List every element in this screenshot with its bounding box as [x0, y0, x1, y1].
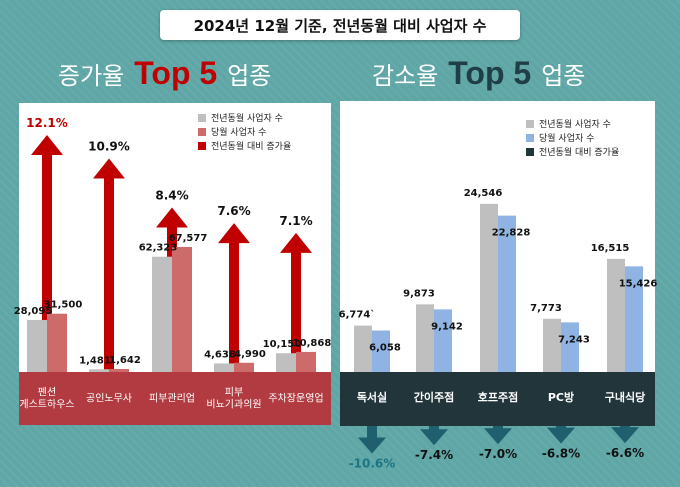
- increase-arrow-1: [31, 135, 63, 372]
- increase-rate-label-5: 7.1%: [279, 214, 312, 228]
- decrease-category-1: 독서실: [357, 390, 387, 404]
- decrease-rate-label-1: -10.6%: [349, 457, 396, 471]
- decrease-prev-bar-2: [416, 304, 434, 372]
- decrease-curr-label-1: 6,058: [369, 343, 401, 354]
- decrease-curr-bar-4: [561, 322, 579, 372]
- increase-prev-label-4: 4,638: [204, 349, 236, 360]
- decrease-title-prefix: 감소율: [372, 62, 439, 90]
- decrease-rate-label-5: -6.6%: [606, 446, 644, 460]
- increase-category-4-line-2: 비뇨기과의원: [206, 399, 261, 411]
- decrease-curr-label-4: 7,243: [558, 334, 590, 345]
- decrease-curr-bar-2: [434, 309, 452, 372]
- increase-curr-bar-5: [296, 351, 316, 372]
- decrease-arrow-2: [420, 426, 448, 446]
- increase-prev-bar-4: [214, 363, 234, 372]
- decrease-curr-bar-1: [372, 330, 390, 372]
- increase-prev-bar-2: [89, 369, 109, 372]
- increase-legend-label-2: 당월 사업자 수: [211, 126, 266, 138]
- increase-arrow-4: [218, 223, 250, 372]
- decrease-arrow-4: [547, 426, 575, 444]
- decrease-legend-label-2: 당월 사업자 수: [539, 132, 594, 144]
- decrease-category-3: 호프주점: [478, 390, 518, 404]
- decrease-prev-bar-3: [480, 203, 498, 372]
- decrease-arrow-1: [358, 426, 386, 454]
- decrease-category-2: 간이주점: [414, 390, 454, 404]
- increase-curr-label-4: 4,990: [234, 349, 266, 360]
- decrease-legend-swatch-1: [526, 120, 534, 128]
- decrease-prev-bar-4: [543, 318, 561, 372]
- increase-legend-label-1: 전년동월 사업자 수: [211, 112, 283, 124]
- increase-category-2-line-1: 공인노무사: [86, 393, 132, 405]
- increase-prev-bar-5: [276, 353, 296, 372]
- decrease-prev-label-2: 9,873: [403, 288, 435, 299]
- increase-curr-bar-4: [234, 362, 254, 372]
- decrease-rate-label-3: -7.0%: [479, 447, 517, 461]
- decrease-prev-bar-1: [354, 325, 372, 372]
- increase-title-top5: Top 5: [134, 55, 218, 91]
- increase-curr-bar-1: [47, 313, 67, 372]
- decrease-prev-bar-5: [607, 258, 625, 372]
- increase-category-band: [19, 372, 331, 425]
- increase-category-5-line-1: 주차장운영업: [268, 392, 323, 405]
- decrease-legend-swatch-3: [526, 148, 534, 156]
- increase-arrow-5: [280, 232, 312, 372]
- increase-prev-bar-3: [152, 256, 172, 372]
- increase-prev-label-5: 10,150: [263, 339, 302, 350]
- decrease-legend-label-3: 전년동월 대비 증가율: [539, 146, 619, 158]
- decrease-legend-swatch-2: [526, 134, 534, 142]
- increase-curr-bar-3: [172, 246, 192, 372]
- increase-category-4-line-1: 피부: [225, 387, 243, 399]
- increase-arrow-2: [93, 158, 125, 372]
- increase-curr-label-1: 31,500: [44, 300, 83, 311]
- increase-curr-label-5: 10,868: [293, 338, 332, 349]
- increase-curr-label-2: 1,642: [109, 355, 141, 366]
- increase-curr-label-3: 67,577: [169, 233, 208, 244]
- increase-prev-label-3: 62,323: [139, 243, 178, 254]
- increase-legend-label-3: 전년동월 대비 증가율: [211, 140, 291, 152]
- decrease-prev-label-1: 6,774`: [339, 309, 376, 321]
- increase-rate-label-1: 12.1%: [26, 116, 68, 130]
- decrease-prev-label-4: 7,773: [530, 303, 562, 314]
- decrease-category-band: [340, 372, 655, 426]
- decrease-arrow-3: [484, 426, 512, 445]
- increase-prev-label-1: 28,095: [14, 306, 53, 317]
- decrease-category-5: 구내식당: [605, 390, 645, 404]
- decrease-curr-label-5: 15,426: [619, 278, 658, 289]
- decrease-legend-label-1: 전년동월 사업자 수: [539, 118, 611, 130]
- decrease-rate-label-4: -6.8%: [542, 447, 580, 461]
- decrease-prev-label-3: 24,546: [464, 188, 503, 199]
- increase-section-title: 증가율 Top 5 업종: [58, 55, 271, 95]
- decrease-title-top5: Top 5: [448, 55, 532, 91]
- increase-rate-label-2: 10.9%: [88, 140, 130, 154]
- increase-title-prefix: 증가율: [58, 62, 125, 90]
- increase-curr-bar-2: [109, 368, 129, 372]
- increase-legend-swatch-2: [198, 128, 206, 136]
- increase-prev-label-2: 1,481: [79, 355, 111, 366]
- decrease-title-suffix: 업종: [541, 62, 586, 90]
- decrease-section-title: 감소율 Top 5 업종: [372, 55, 585, 95]
- decrease-curr-label-2: 9,142: [431, 321, 463, 332]
- decrease-rate-label-2: -7.4%: [415, 448, 453, 462]
- page-title: 2024년 12월 기준, 전년동월 대비 사업자 수: [160, 10, 520, 40]
- decrease-arrow-5: [611, 426, 639, 444]
- decrease-curr-bar-5: [625, 266, 643, 372]
- decrease-curr-label-3: 22,828: [492, 228, 531, 239]
- increase-rate-label-4: 7.6%: [217, 204, 250, 218]
- increase-title-suffix: 업종: [227, 62, 272, 90]
- increase-category-1-line-2: 게스트하우스: [19, 398, 74, 411]
- increase-rate-label-3: 8.4%: [155, 188, 188, 202]
- decrease-prev-label-5: 16,515: [591, 243, 630, 254]
- increase-legend-swatch-1: [198, 114, 206, 122]
- increase-legend-swatch-3: [198, 142, 206, 150]
- increase-prev-bar-1: [27, 320, 47, 372]
- decrease-curr-bar-3: [498, 215, 516, 372]
- increase-category-3-line-1: 피부관리업: [149, 392, 195, 405]
- decrease-category-4: PC방: [548, 390, 574, 404]
- increase-category-1-line-1: 펜션: [38, 387, 56, 399]
